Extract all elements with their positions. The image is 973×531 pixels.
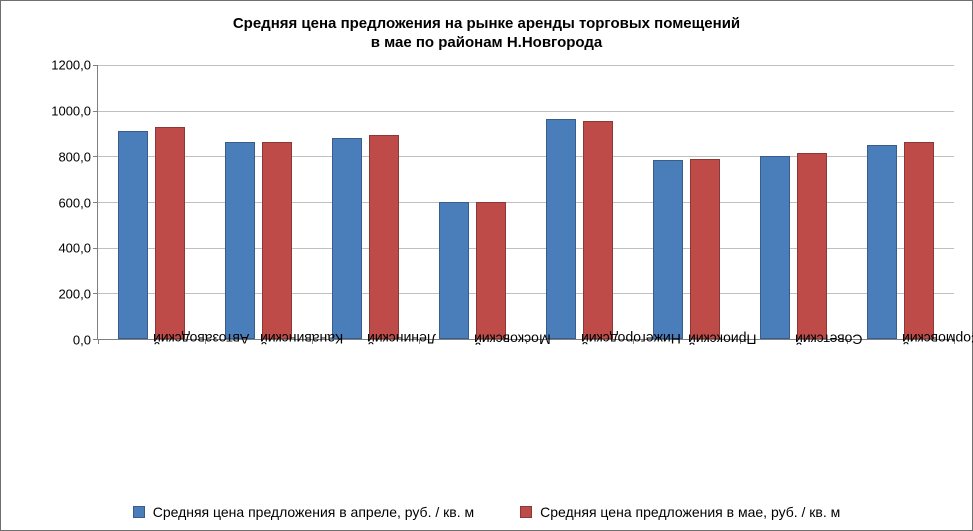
x-tick-label: Московский xyxy=(474,331,551,347)
bar-may xyxy=(690,159,720,339)
x-axis-labels: АвтозаводскийКанавинскийЛенинскийМосковс… xyxy=(97,345,954,475)
legend-item-may: Средняя цена предложения в мае, руб. / к… xyxy=(520,504,840,520)
ytick-mark xyxy=(93,111,98,112)
bar-april xyxy=(546,119,576,339)
y-tick-label: 1000,0 xyxy=(51,103,91,118)
gridline xyxy=(98,111,954,112)
bar-april xyxy=(332,138,362,339)
legend-label-may: Средняя цена предложения в мае, руб. / к… xyxy=(540,504,840,520)
y-tick-label: 1200,0 xyxy=(51,58,91,73)
bar-may xyxy=(369,135,399,339)
bar-may xyxy=(155,127,185,339)
bar-april xyxy=(760,156,790,339)
x-tick-label: Автозаводский xyxy=(153,331,249,347)
ytick-mark xyxy=(93,293,98,294)
chart-title: Средняя цена предложения на рынке аренды… xyxy=(1,1,972,59)
gridline xyxy=(98,65,954,66)
ytick-mark xyxy=(93,202,98,203)
x-tick-label: Советский xyxy=(795,331,863,347)
x-tick-label: Канавинский xyxy=(260,331,343,347)
y-tick-label: 400,0 xyxy=(58,241,91,256)
x-tick-label: Нижегородский xyxy=(581,331,681,347)
chart-title-line2: в мае по районам Н.Новгорода xyxy=(21,34,952,53)
bar-may xyxy=(262,142,292,340)
plot-area xyxy=(97,65,954,340)
x-tick-label: Сормовский xyxy=(902,331,973,347)
y-tick-label: 200,0 xyxy=(58,287,91,302)
chart-frame: Средняя цена предложения на рынке аренды… xyxy=(0,0,973,531)
bar-may xyxy=(797,153,827,339)
x-tick-label: Приокский xyxy=(688,331,757,347)
y-tick-label: 800,0 xyxy=(58,149,91,164)
bar-april xyxy=(225,142,255,340)
plot-wrap: 0,0200,0400,0600,0800,01000,01200,0 xyxy=(39,65,954,340)
xtick-mark xyxy=(98,339,99,344)
y-tick-label: 600,0 xyxy=(58,195,91,210)
ytick-mark xyxy=(93,65,98,66)
bar-may xyxy=(904,142,934,340)
legend: Средняя цена предложения в апреле, руб. … xyxy=(19,504,954,520)
y-axis-labels: 0,0200,0400,0600,0800,01000,01200,0 xyxy=(39,65,97,340)
bar-april xyxy=(439,202,469,339)
bar-april xyxy=(867,145,897,339)
bar-may xyxy=(583,121,613,339)
y-tick-label: 0,0 xyxy=(73,333,91,348)
ytick-mark xyxy=(93,248,98,249)
bar-april xyxy=(653,160,683,339)
chart-title-line1: Средняя цена предложения на рынке аренды… xyxy=(21,15,952,34)
legend-swatch-april xyxy=(133,506,145,518)
ytick-mark xyxy=(93,156,98,157)
bar-april xyxy=(118,131,148,339)
x-tick-label: Ленинский xyxy=(367,331,436,347)
legend-swatch-may xyxy=(520,506,532,518)
legend-label-april: Средняя цена предложения в апреле, руб. … xyxy=(153,504,474,520)
bar-may xyxy=(476,202,506,339)
legend-item-april: Средняя цена предложения в апреле, руб. … xyxy=(133,504,474,520)
